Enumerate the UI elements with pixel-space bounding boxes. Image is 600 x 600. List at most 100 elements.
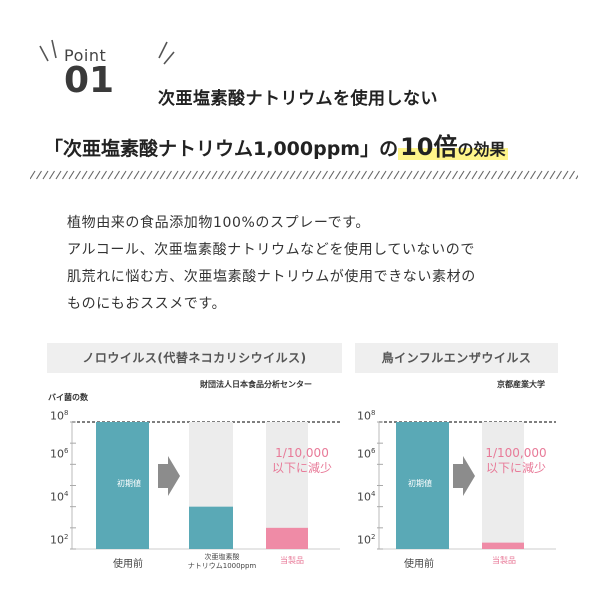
divider-hatch — [146, 170, 153, 180]
divider-hatch — [30, 170, 36, 180]
divider-hatch — [452, 170, 458, 180]
divider-hatch — [322, 170, 328, 180]
divider-hatch — [224, 170, 231, 180]
divider-hatch — [387, 170, 393, 180]
chart-1-ytick-6: 106 — [50, 447, 69, 461]
divider-hatch — [62, 170, 68, 180]
divider-hatch — [504, 170, 510, 180]
chart-2-bar-bg-1 — [482, 422, 524, 549]
divider-hatch — [439, 170, 445, 180]
divider-hatch — [120, 170, 127, 180]
chart-1-annotation: 1/10,000 以下に減少 — [262, 446, 342, 476]
point-number: 01 — [64, 60, 115, 101]
divider-hatch — [42, 170, 49, 180]
chart-1-plot — [70, 421, 340, 550]
divider-hatch — [231, 170, 237, 180]
divider-hatch — [432, 170, 439, 180]
divider-hatch — [341, 170, 348, 180]
chart-2-xlabel-product: 当製品 — [492, 556, 516, 565]
chart-1-annotation-line-1: 1/10,000 — [275, 446, 329, 460]
divider-hatch — [237, 170, 244, 180]
divider-hatch — [328, 170, 335, 180]
divider-hatch — [530, 170, 536, 180]
chart-2-plot — [377, 421, 556, 550]
divider-hatch — [198, 170, 205, 180]
divider-hatch — [393, 170, 400, 180]
chart-1-arrow-icon — [158, 456, 180, 496]
divider-hatch — [166, 170, 172, 180]
subheadline: 「次亜塩素酸ナトリウム1,000ppm」の10倍の効果 — [44, 127, 508, 162]
headline: 次亜塩素酸ナトリウムを使用しない — [158, 89, 438, 109]
divider-hatch — [380, 170, 387, 180]
divider-hatch — [348, 170, 354, 180]
chart-1-ytick-8: 108 — [50, 409, 69, 423]
chart-1-xlabel-sodium-line-2: ナトリウム1000ppm — [187, 562, 257, 571]
divider-hatch — [296, 170, 302, 180]
divider-hatch — [68, 170, 75, 180]
divider-hatch — [491, 170, 497, 180]
chart-2-source: 京都産業大学 — [497, 380, 545, 389]
divider-hatch — [172, 170, 179, 180]
chart-2-annotation: 1/100,000 以下に減少 — [472, 446, 560, 476]
chart-1-title: ノロウイルス(代替ネコカリシウイルス) — [82, 351, 307, 365]
divider-hatch — [94, 170, 101, 180]
chart-2-bar-1 — [482, 542, 524, 549]
divider-hatch — [192, 170, 198, 180]
divider-hatch — [413, 170, 419, 180]
chart-2-arrow-icon — [453, 456, 475, 496]
divider-hatch — [523, 170, 530, 180]
divider-hatch — [361, 170, 367, 180]
divider-hatch — [445, 170, 452, 180]
divider-hatch — [302, 170, 309, 180]
divider-hatch — [257, 170, 263, 180]
divider-hatch — [107, 170, 114, 180]
point-label: Point — [64, 46, 107, 65]
divider-hatch — [140, 170, 146, 180]
divider-hatch — [211, 170, 218, 180]
chart-2-xlabel-before: 使用前 — [404, 559, 434, 570]
subhead-suffix: の効果 — [457, 140, 506, 159]
chart-1-source: 財団法人日本食品分析センター — [200, 380, 312, 389]
divider-hatch — [367, 170, 374, 180]
chart-2-annotation-line-2: 以下に減少 — [485, 461, 546, 475]
divider-hatch — [49, 170, 55, 180]
divider-hatch — [465, 170, 471, 180]
body-line-1: 植物由来の食品添加物100%のスプレーです。 — [67, 215, 370, 231]
divider-hatch — [315, 170, 322, 180]
divider-hatch — [81, 170, 88, 180]
divider-hatch — [458, 170, 465, 180]
divider-hatch — [543, 170, 549, 180]
chart-1-y-title: バイ菌の数 — [48, 393, 88, 402]
chart-2-title-bar: 鳥インフルエンザウイルス — [355, 343, 558, 373]
divider-hatch — [484, 170, 491, 180]
body-line-3: 肌荒れに悩む方、次亜塩素酸ナトリウムが使用できない素材の — [67, 269, 476, 285]
chart-2-ytick-8: 108 — [357, 409, 376, 423]
chart-1-title-bar: ノロウイルス(代替ネコカリシウイルス) — [47, 343, 342, 373]
chart-1-xlabel-product: 当製品 — [280, 556, 304, 565]
subhead-prefix: 「次亜塩素酸ナトリウム1,000ppm」の — [44, 138, 399, 160]
divider-hatch — [335, 170, 341, 180]
divider-hatch — [88, 170, 94, 180]
divider-hatch — [250, 170, 257, 180]
divider-hatch — [517, 170, 523, 180]
divider-hatch — [471, 170, 478, 180]
divider-hatch — [419, 170, 426, 180]
divider-hatch — [205, 170, 211, 180]
sparkle-icon — [39, 39, 175, 65]
chart-2-bar-0 — [396, 422, 449, 549]
chart-2-ytick-4: 104 — [357, 490, 376, 504]
chart-1-bar-2 — [266, 527, 308, 549]
chart-1-ytick-2: 102 — [50, 533, 69, 547]
divider-hatch — [75, 170, 81, 180]
hatched-divider — [30, 170, 578, 180]
divider-hatch — [101, 170, 107, 180]
chart-1-bar-0 — [96, 422, 149, 549]
chart-1-xlabel-sodium: 次亜塩素酸 ナトリウム1000ppm — [182, 553, 262, 571]
divider-hatch — [289, 170, 296, 180]
divider-hatch — [536, 170, 543, 180]
chart-1-xlabel-before: 使用前 — [113, 559, 143, 570]
divider-hatch — [133, 170, 140, 180]
chart-1-annotation-line-2: 以下に減少 — [271, 461, 332, 475]
body-line-4: ものにもおススメです。 — [67, 296, 227, 312]
divider-hatch — [510, 170, 517, 180]
